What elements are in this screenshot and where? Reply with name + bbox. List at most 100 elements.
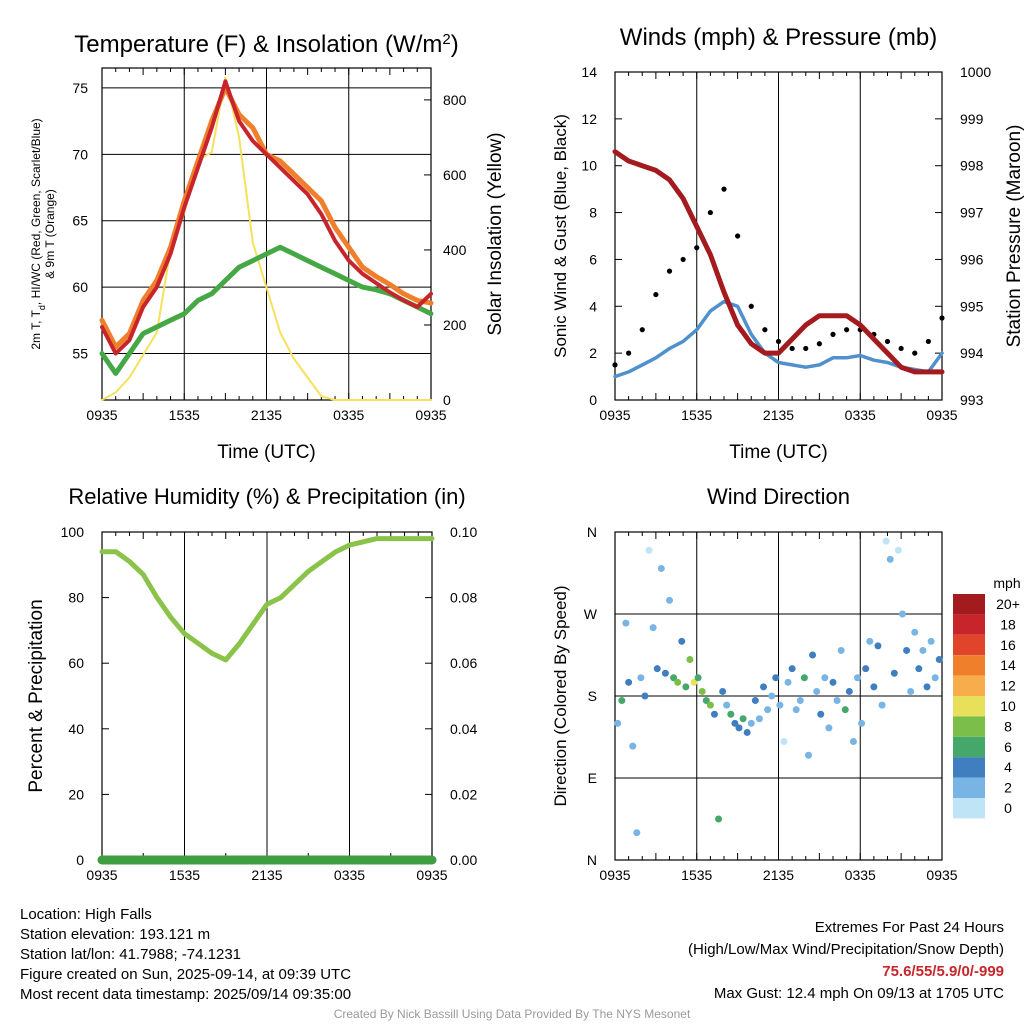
direction-point bbox=[622, 619, 630, 627]
legend-label: 6 bbox=[1004, 739, 1012, 755]
gust-point bbox=[680, 256, 686, 263]
x-tick-label: 2135 bbox=[763, 867, 794, 883]
y-tick-label: 10 bbox=[581, 158, 597, 174]
direction-point bbox=[935, 656, 943, 664]
x-tick-label: 2135 bbox=[763, 407, 794, 423]
direction-point bbox=[682, 683, 690, 691]
direction-point bbox=[690, 678, 698, 686]
direction-point bbox=[698, 687, 706, 695]
gust-point bbox=[884, 338, 891, 345]
gust-point bbox=[816, 341, 822, 347]
direction-point bbox=[719, 687, 727, 695]
direction-point bbox=[886, 555, 894, 563]
y2-tick-label: 997 bbox=[960, 205, 984, 221]
y2-tick-label: 200 bbox=[443, 317, 467, 333]
station-latlon: Station lat/lon: 41.7988; -74.1231 bbox=[20, 946, 242, 963]
gust-point bbox=[666, 268, 673, 274]
direction-point bbox=[784, 678, 792, 686]
gust-point bbox=[707, 209, 713, 216]
x-tick-label: 0935 bbox=[86, 407, 117, 423]
legend-label: 2 bbox=[1004, 780, 1012, 796]
direction-point bbox=[813, 687, 821, 695]
direction-point bbox=[731, 719, 739, 727]
y2-tick-label: 998 bbox=[960, 158, 984, 174]
x-tick-label: 2135 bbox=[251, 407, 282, 423]
y-tick-label: 70 bbox=[72, 146, 88, 162]
gust-point bbox=[844, 327, 850, 333]
direction-point bbox=[804, 751, 812, 759]
extremes-values: 75.6/55/5.9/0/-999 bbox=[882, 963, 1004, 980]
gust-point bbox=[735, 233, 741, 239]
direction-point bbox=[931, 674, 939, 682]
direction-point bbox=[817, 710, 825, 718]
direction-point bbox=[854, 674, 862, 682]
y-tick-label: N bbox=[587, 852, 597, 868]
x-tick-label: 0935 bbox=[926, 867, 957, 883]
chart-title: Winds (mph) & Pressure (mb) bbox=[620, 24, 937, 51]
chart-title: Relative Humidity (%) & Precipitation (i… bbox=[68, 484, 465, 509]
y-axis-label: Direction (Colored By Speed) bbox=[551, 585, 570, 806]
y-tick-label: 0 bbox=[589, 392, 597, 408]
y-tick-label: N bbox=[587, 524, 597, 540]
x-tick-label: 0335 bbox=[334, 867, 365, 883]
gust-point bbox=[639, 327, 645, 333]
series-line-sonic-wind bbox=[613, 299, 944, 379]
series-line-td bbox=[99, 244, 434, 376]
direction-point bbox=[862, 665, 870, 673]
legend-title: mph bbox=[993, 575, 1020, 591]
y-tick-label: 20 bbox=[68, 786, 84, 802]
direction-point bbox=[776, 701, 784, 709]
direction-point bbox=[625, 678, 633, 686]
y2-tick-label: 0.06 bbox=[450, 655, 477, 671]
y2-tick-label: 996 bbox=[960, 251, 984, 267]
direction-point bbox=[882, 537, 890, 545]
direction-point bbox=[710, 710, 718, 718]
direction-point bbox=[678, 637, 686, 645]
x-axis-label: Time (UTC) bbox=[729, 442, 828, 463]
legend-swatch bbox=[953, 655, 985, 676]
series-line-relative-humidity bbox=[99, 536, 435, 663]
y-tick-label: 75 bbox=[72, 80, 88, 96]
y2-tick-label: 800 bbox=[443, 92, 467, 108]
speed-legend bbox=[953, 594, 985, 819]
direction-point bbox=[674, 678, 682, 686]
direction-point bbox=[903, 646, 911, 654]
gust-point bbox=[748, 303, 754, 309]
x-tick-label: 0935 bbox=[415, 407, 446, 423]
direction-point bbox=[780, 738, 788, 746]
y-axis-label: Percent & Precipitation bbox=[26, 599, 47, 792]
direction-point bbox=[829, 678, 837, 686]
y2-tick-label: 0.08 bbox=[450, 590, 477, 606]
extremes-subtitle: (High/Low/Max Wind/Precipitation/Snow De… bbox=[688, 941, 1004, 958]
direction-point bbox=[874, 642, 882, 650]
y-tick-label: 4 bbox=[589, 298, 597, 314]
direction-point bbox=[649, 624, 657, 632]
y-axis-label: Sonic Wind & Gust (Blue, Black) bbox=[551, 114, 570, 358]
gust-point bbox=[830, 331, 836, 337]
direction-point bbox=[751, 697, 759, 705]
gust-point bbox=[925, 338, 931, 345]
x-tick-label: 2135 bbox=[251, 867, 282, 883]
gust-point bbox=[762, 327, 768, 333]
gust-point bbox=[912, 350, 918, 356]
direction-point bbox=[661, 669, 669, 677]
y2-tick-label: 1000 bbox=[960, 64, 991, 80]
x-tick-label: 0335 bbox=[845, 407, 876, 423]
y2-tick-label: 994 bbox=[960, 345, 984, 361]
y-tick-label: E bbox=[588, 770, 597, 786]
legend-swatch bbox=[953, 696, 985, 717]
gust-point bbox=[803, 345, 809, 352]
direction-point bbox=[686, 656, 694, 664]
direction-point bbox=[772, 674, 780, 682]
y-tick-label: 2 bbox=[589, 345, 597, 361]
direction-point bbox=[821, 674, 829, 682]
direction-point bbox=[706, 701, 714, 709]
direction-point bbox=[739, 715, 747, 723]
station-info: Location: High Falls Station elevation: … bbox=[20, 905, 351, 1005]
panel-1-frame bbox=[101, 67, 432, 401]
direction-point bbox=[694, 674, 702, 682]
gust-point bbox=[898, 345, 904, 352]
direction-point bbox=[715, 815, 723, 823]
direction-point bbox=[637, 674, 645, 682]
